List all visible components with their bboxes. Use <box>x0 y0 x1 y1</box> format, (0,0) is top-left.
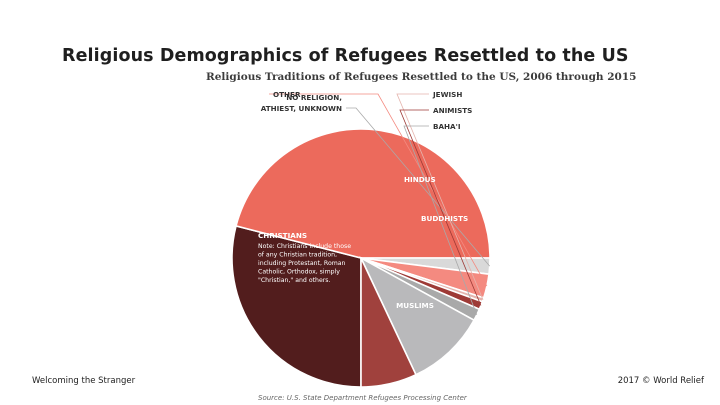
pie-label-no-religion-athiest-unknown: NO RELIGION, ATHIEST, UNKNOWN <box>261 93 342 113</box>
chart-source: Source: U.S. State Department Refugees P… <box>258 394 467 402</box>
pie-label-baha-i: BAHA'I <box>433 122 461 131</box>
pie-label-animists: ANIMISTS <box>433 106 472 115</box>
pie-label-christians: CHRISTIANS <box>258 231 307 240</box>
leader-line-no-religion-athiest-unknown <box>346 107 491 267</box>
pie-slice-hindus <box>359 256 476 376</box>
pie-label-hindus: HINDUS <box>404 175 436 184</box>
pie-label-other: OTHER <box>273 90 301 99</box>
pie-label-buddhists: BUDDHISTS <box>421 214 468 223</box>
pie-label-jewish: JEWISH <box>432 90 462 99</box>
slide-title: Religious Demographics of Refugees Reset… <box>62 46 629 66</box>
leader-line-jewish <box>396 93 484 300</box>
pie-label-muslims: MUSLIMS <box>396 301 434 310</box>
chart-title: Religious Traditions of Refugees Resettl… <box>206 71 637 83</box>
footer-left-text: Welcoming the Stranger <box>32 376 136 386</box>
leader-line-baha-i <box>403 125 478 315</box>
pie-slice-christians <box>235 128 491 259</box>
pie-slice-muslims <box>231 224 362 388</box>
leader-line-animists <box>399 109 482 306</box>
pie-note-christians: Note: Christians include those of any Chr… <box>258 243 351 284</box>
pie-slice-buddhists <box>360 257 417 388</box>
footer-copyright: 2017 © World Relief <box>617 376 704 386</box>
